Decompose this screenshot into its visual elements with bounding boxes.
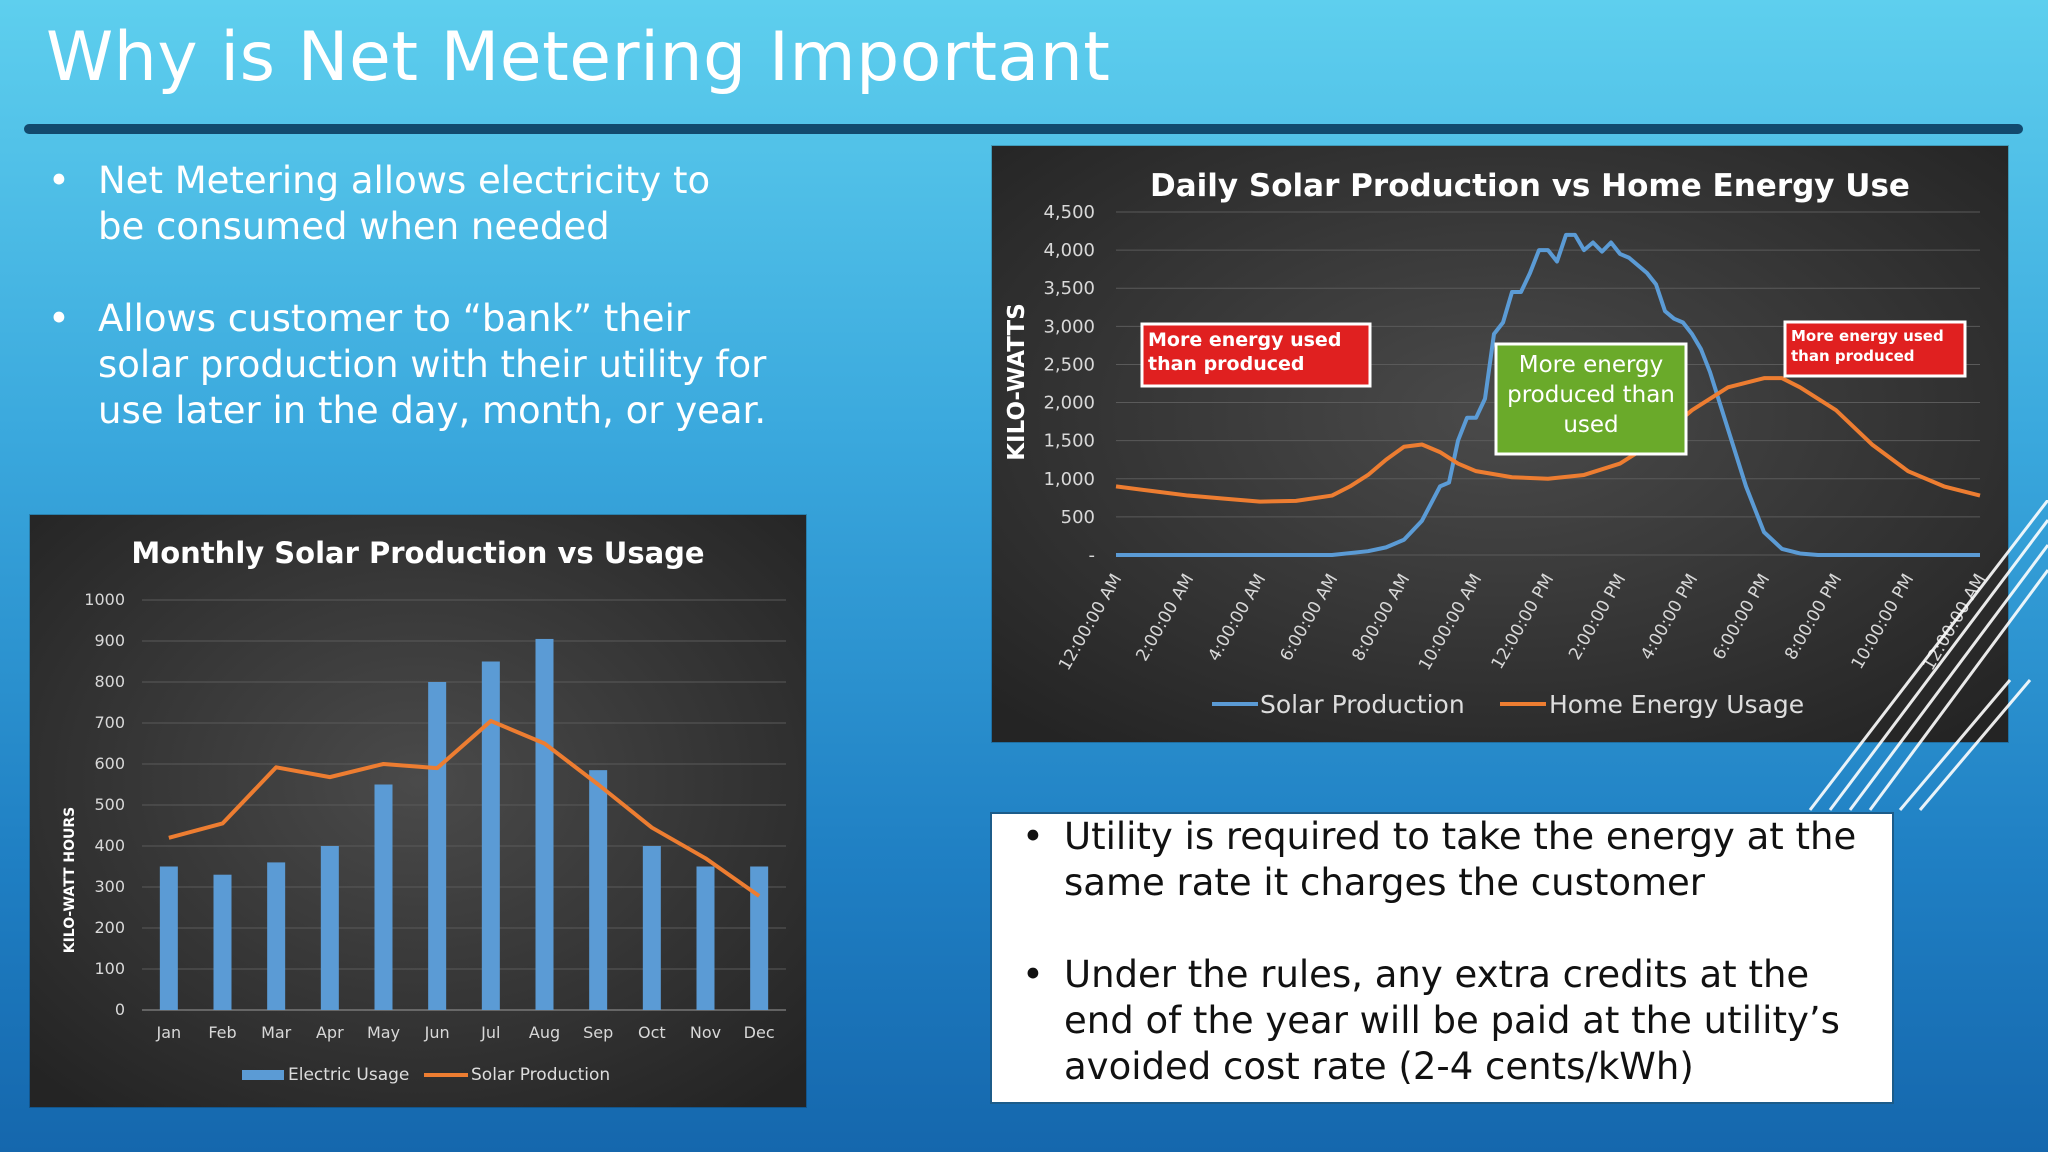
annotation-used-evening: More energy used than produced — [1783, 320, 1967, 378]
y-tick-label: 200 — [94, 918, 125, 937]
bar-electric-usage — [428, 682, 447, 1010]
decorative-stripes — [1808, 500, 2048, 811]
monthly-chart: Monthly Solar Production vs Usage KILO-W… — [30, 515, 806, 1107]
y-tick-label: 400 — [94, 836, 125, 855]
x-tick-label: Aug — [529, 1023, 560, 1042]
left-bullet-list: Net Metering allows electricity to be co… — [48, 158, 768, 480]
y-tick-label: 500 — [1061, 507, 1095, 528]
annotation-text: More energy used than produced — [1148, 329, 1342, 375]
title-divider — [24, 124, 2023, 134]
legend-swatch-electric-usage — [242, 1070, 284, 1080]
daily-chart-title: Daily Solar Production vs Home Energy Us… — [1150, 168, 1910, 204]
daily-chart-svg: Daily Solar Production vs Home Energy Us… — [992, 146, 2008, 742]
line-solar-production — [1116, 232, 1980, 557]
x-tick-label: Dec — [744, 1023, 775, 1042]
x-tick-label: Feb — [208, 1023, 236, 1042]
y-tick-label: 3,000 — [1043, 316, 1095, 337]
x-tick-label: Mar — [261, 1023, 292, 1042]
bullet-same-rate: Utility is required to take the energy a… — [1004, 814, 1884, 906]
y-tick-label: 1,500 — [1043, 431, 1095, 452]
bar-electric-usage — [696, 866, 715, 1010]
bar-electric-usage — [213, 874, 232, 1010]
annotation-text: More energy used than produced — [1791, 327, 1944, 365]
monthly-legend: Electric Usage Solar Production — [242, 1065, 610, 1085]
y-tick-label: 1,000 — [1043, 469, 1095, 490]
y-tick-label: 2,500 — [1043, 354, 1095, 375]
utility-rules-box: Utility is required to take the energy a… — [990, 812, 1894, 1104]
y-tick-label: 2,000 — [1043, 393, 1095, 414]
x-tick-label: Oct — [638, 1023, 666, 1042]
bar-electric-usage — [267, 862, 286, 1010]
monthly-chart-title: Monthly Solar Production vs Usage — [131, 536, 704, 570]
daily-legend: Solar Production Home Energy Usage — [1212, 690, 1804, 719]
bullet-bank-production: Allows customer to “bank” their solar pr… — [48, 296, 768, 434]
y-tick-label: 1000 — [84, 590, 125, 609]
bar-electric-usage — [320, 846, 339, 1010]
line-home-energy-usage — [1115, 376, 1981, 504]
line-solar-production — [168, 718, 761, 898]
y-tick-label: 4,000 — [1043, 240, 1095, 261]
y-tick-label: 3,500 — [1043, 278, 1095, 299]
y-tick-label: 100 — [94, 959, 125, 978]
y-tick-label: 0 — [115, 1000, 125, 1019]
y-tick-label: 500 — [94, 795, 125, 814]
bar-electric-usage — [589, 770, 608, 1010]
legend-label-electric-usage: Electric Usage — [288, 1065, 409, 1085]
monthly-chart-svg: Monthly Solar Production vs Usage KILO-W… — [30, 515, 806, 1107]
bullet-avoided-cost: Under the rules, any extra credits at th… — [1004, 952, 1884, 1090]
bar-electric-usage — [159, 866, 178, 1010]
x-tick-label: Jun — [424, 1023, 450, 1042]
monthly-y-axis-label: KILO-WATT HOURS — [62, 807, 78, 954]
bar-electric-usage — [481, 661, 500, 1010]
annotation-text: More energy produced than used — [1507, 352, 1675, 438]
daily-y-axis-label: KILO-WATTS — [1004, 303, 1030, 461]
x-tick-label: May — [367, 1023, 400, 1042]
bullet-net-metering: Net Metering allows electricity to be co… — [48, 158, 768, 250]
legend-label-home-energy-usage: Home Energy Usage — [1549, 690, 1804, 719]
annotation-produced-midday: More energy produced than used — [1494, 342, 1688, 456]
y-tick-label: 900 — [94, 631, 125, 650]
x-tick-label: Nov — [690, 1023, 721, 1042]
bar-electric-usage — [750, 866, 769, 1010]
bar-electric-usage — [374, 784, 393, 1010]
y-tick-label: 4,500 — [1043, 202, 1095, 223]
y-tick-label: 300 — [94, 877, 125, 896]
y-tick-label: - — [1089, 545, 1096, 566]
y-tick-label: 700 — [94, 713, 125, 732]
x-tick-label: Jan — [155, 1023, 181, 1042]
annotation-used-morning: More energy used than produced — [1140, 322, 1372, 388]
y-tick-label: 600 — [94, 754, 125, 773]
slide-title: Why is Net Metering Important — [46, 18, 1111, 97]
legend-label-solar-production: Solar Production — [471, 1065, 610, 1085]
x-tick-label: Apr — [316, 1023, 344, 1042]
bar-electric-usage — [535, 638, 554, 1010]
daily-chart: Daily Solar Production vs Home Energy Us… — [992, 146, 2008, 742]
x-tick-label: Sep — [583, 1023, 613, 1042]
legend-label-solar-production: Solar Production — [1260, 690, 1465, 719]
y-tick-label: 800 — [94, 672, 125, 691]
box-bullet-list: Utility is required to take the energy a… — [1004, 814, 1884, 1136]
x-tick-label: Jul — [480, 1023, 500, 1042]
bar-electric-usage — [642, 846, 661, 1010]
